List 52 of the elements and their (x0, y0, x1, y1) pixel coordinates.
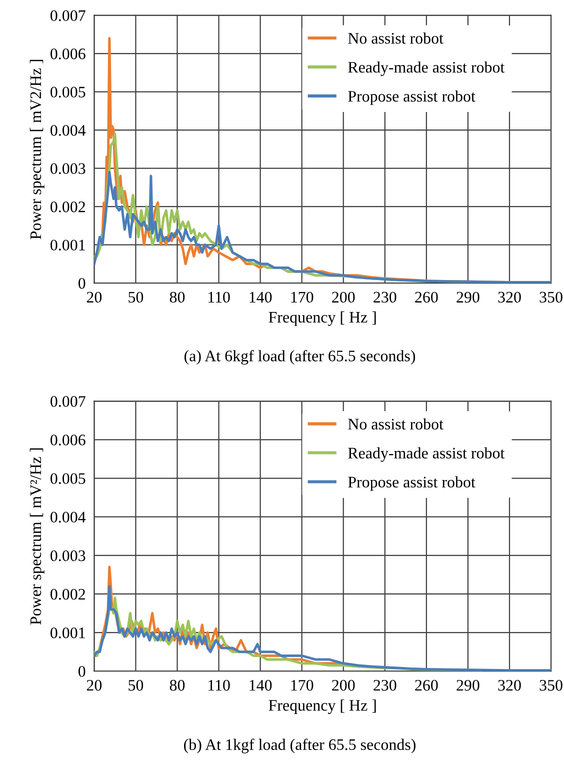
y-axis-title: Power spectrum [ mV2/Hz ] (30, 60, 44, 240)
y-tick-label: 0.004 (50, 124, 86, 136)
x-tick-label: 80 (170, 680, 185, 691)
legend-label: No assist robot (348, 418, 444, 430)
x-tick-label: 80 (170, 292, 185, 303)
y-tick-label: 0.002 (50, 201, 85, 212)
y-tick-label: 0.002 (50, 588, 85, 600)
y-tick-label: 0.005 (50, 86, 86, 98)
text: (b) At 1kgf load (after 65.5 seconds) (184, 738, 416, 754)
y-tick-label: 0.006 (50, 434, 86, 446)
x-tick-label: 320 (498, 292, 521, 303)
x-tick-label: 110 (208, 292, 230, 303)
x-tick-label: 350 (540, 292, 562, 303)
x-tick-label: 50 (128, 680, 144, 691)
text: (a) At 6kgf load (after 65.5 seconds) (184, 350, 416, 365)
y-tick-label: 0.003 (50, 550, 86, 562)
x-tick-label: 110 (208, 680, 230, 691)
y-tick-label: 0 (78, 666, 86, 677)
x-tick-label: 230 (374, 292, 396, 303)
y-tick-label: 0.007 (50, 10, 86, 22)
x-tick-label: 50 (128, 292, 144, 303)
y-tick-label: 0 (78, 278, 86, 289)
x-tick-label: 260 (415, 292, 438, 303)
x-tick-label: 170 (291, 292, 314, 303)
x-tick-label: 20 (86, 680, 102, 691)
x-tick-label: 200 (332, 292, 355, 303)
x-tick-label: 230 (374, 680, 396, 691)
x-tick-label: 140 (250, 292, 272, 303)
y-tick-label: 0.001 (50, 627, 85, 638)
x-tick-label: 200 (332, 680, 355, 691)
x-tick-label: 20 (86, 292, 102, 303)
legend-label: Ready-made assist robot (348, 61, 505, 76)
legend-label: No assist robot (348, 32, 444, 44)
x-tick-label: 350 (540, 680, 562, 691)
y-tick-label: 0.007 (50, 396, 86, 407)
legend-label: Propose assist robot (348, 90, 476, 105)
x-axis-title: Frequency [ Hz ] (268, 700, 376, 714)
y-tick-label: 0.004 (50, 512, 86, 523)
x-tick-label: 260 (415, 680, 438, 691)
legend-label: Propose assist robot (348, 476, 476, 491)
x-tick-label: 140 (250, 680, 272, 691)
y-tick-label: 0.003 (50, 163, 86, 174)
x-tick-label: 320 (498, 680, 521, 691)
x-tick-label: 290 (456, 680, 480, 691)
y-tick-label: 0.005 (50, 473, 86, 484)
y-tick-label: 0.001 (50, 240, 85, 251)
y-axis-title: Power spectrum [ mV²/Hz ] (30, 448, 44, 625)
x-tick-label: 170 (291, 680, 314, 691)
x-axis-title: Frequency [ Hz ] (268, 311, 376, 326)
y-tick-label: 0.006 (50, 48, 86, 60)
x-tick-label: 290 (456, 292, 480, 303)
legend-label: Ready-made assist robot (348, 447, 505, 462)
